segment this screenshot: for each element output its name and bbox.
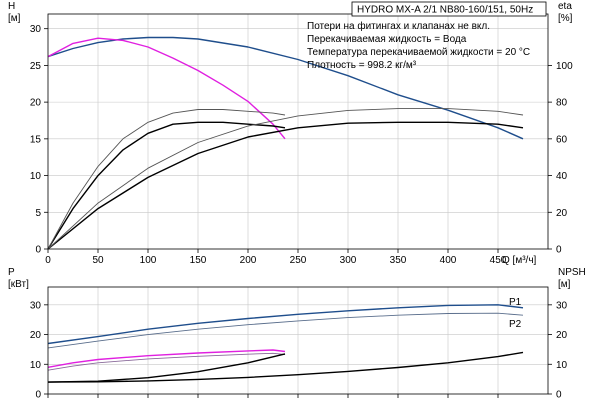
right-tick-label-0-5: 100 <box>556 61 573 72</box>
right-tick-label-1-1: 10 <box>556 360 568 371</box>
top-panel-series <box>47 36 524 250</box>
left-tick-label-0-0: 0 <box>35 245 41 256</box>
x-tick-label-3: 150 <box>190 255 207 266</box>
right-tick-label-0-0: 0 <box>556 245 562 256</box>
series-line-1-3 <box>47 352 286 371</box>
right-tick-label-0-3: 60 <box>556 134 568 145</box>
right-tick-label-1-3: 30 <box>556 300 568 311</box>
x-tick-label-5: 250 <box>290 255 307 266</box>
x-tick-label-1: 50 <box>92 255 104 266</box>
x-tick-label-8: 400 <box>440 255 457 266</box>
top-left-axis-label-2: [м] <box>8 13 21 24</box>
x-tick-label-0: 0 <box>45 255 51 266</box>
series-line-0-2 <box>47 121 286 250</box>
info-line-3: Температура перекачиваемой жидкости = 20… <box>307 47 530 58</box>
series-line-0-3 <box>47 109 286 250</box>
series-line-1-1 <box>47 312 524 349</box>
left-tick-label-0-1: 5 <box>35 208 41 219</box>
right-tick-label-0-1: 20 <box>556 208 568 219</box>
series-line-0-4 <box>47 121 524 250</box>
info-line-1: Потери на фитингах и клапанах не вкл. <box>307 20 490 32</box>
left-tick-label-0-2: 10 <box>30 171 42 182</box>
x-tick-label-7: 350 <box>390 255 407 266</box>
bottom-left-axis-label-2: [кВт] <box>8 279 29 290</box>
right-tick-label-0-4: 80 <box>556 98 568 109</box>
right-tick-label-1-2: 20 <box>556 330 568 341</box>
x-tick-label-4: 200 <box>240 255 257 266</box>
series-line-1-0 <box>47 304 524 345</box>
left-tick-label-1-3: 30 <box>30 300 42 311</box>
info-line-2: Перекачиваемая жидкость = Вода <box>307 34 467 45</box>
x-tick-label-6: 300 <box>340 255 357 266</box>
series-line-0-5 <box>47 108 524 250</box>
x-tick-label-2: 100 <box>140 255 157 266</box>
right-tick-label-1-0: 0 <box>556 390 562 400</box>
bottom-panel-ticks: 0 10 20 30 0 10 20 30 <box>30 300 568 400</box>
series-label-p2: P2 <box>509 319 522 330</box>
right-tick-label-0-2: 40 <box>556 171 568 182</box>
left-tick-label-0-6: 30 <box>30 24 42 35</box>
title-box <box>351 1 547 17</box>
left-tick-label-1-1: 10 <box>30 360 42 371</box>
left-tick-label-0-5: 25 <box>30 61 42 72</box>
series-line-0-1 <box>47 37 286 140</box>
series-line-0-0 <box>47 36 524 140</box>
bottom-series-labels: P1 P2 <box>509 297 522 330</box>
x-tick-label-9: 450 <box>490 255 507 266</box>
left-tick-label-0-4: 20 <box>30 98 42 109</box>
left-tick-label-0-3: 15 <box>30 134 42 145</box>
series-label-p1: P1 <box>509 297 522 308</box>
bottom-panel-series <box>47 304 524 383</box>
bottom-right-axis-label-1: NPSH <box>558 267 586 278</box>
bottom-panel-grid <box>48 287 548 394</box>
top-left-axis-label-1: H <box>8 1 15 12</box>
top-right-axis-label-2: [%] <box>558 13 573 24</box>
left-tick-label-1-2: 20 <box>30 330 42 341</box>
x-axis-label: Q [м³/ч] <box>502 255 537 266</box>
top-right-axis-label-1: eta <box>558 1 572 12</box>
left-tick-label-1-0: 0 <box>35 390 41 400</box>
series-line-1-2 <box>47 349 286 368</box>
bottom-left-axis-label-1: P <box>8 267 15 278</box>
bottom-right-axis-label-2: [м] <box>558 279 571 290</box>
series-line-1-5 <box>47 351 524 383</box>
chart-title: HYDRO MX-A 2/1 NB80-160/151, 50Hz <box>357 5 533 16</box>
info-line-4: Плотность = 998.2 кг/м³ <box>307 60 417 71</box>
top-panel-grid <box>48 14 548 249</box>
